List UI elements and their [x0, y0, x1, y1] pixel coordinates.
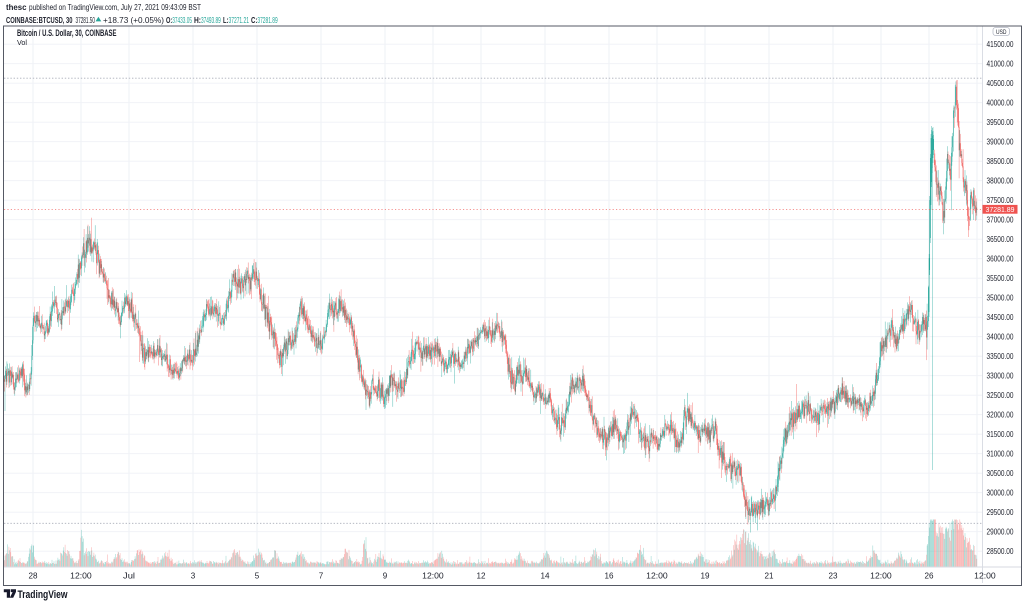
svg-text:12: 12: [477, 571, 487, 580]
svg-text:31500.00: 31500.00: [987, 430, 1014, 439]
svg-text:33000.00: 33000.00: [987, 372, 1014, 381]
svg-text:Jul: Jul: [123, 571, 135, 580]
svg-text:14: 14: [541, 571, 551, 580]
svg-text:L:: L:: [223, 15, 229, 25]
svg-text:37500.00: 37500.00: [987, 196, 1014, 205]
svg-text:38500.00: 38500.00: [987, 157, 1014, 166]
svg-text:12:00: 12:00: [70, 571, 92, 580]
svg-text:30000.00: 30000.00: [987, 489, 1014, 498]
svg-text:38000.00: 38000.00: [987, 177, 1014, 186]
svg-text:O:: O:: [166, 15, 172, 25]
svg-text:3: 3: [191, 571, 196, 580]
svg-text:16: 16: [605, 571, 615, 580]
svg-text:41000.00: 41000.00: [987, 60, 1014, 69]
svg-text:TradingView: TradingView: [18, 589, 69, 601]
svg-text:12:00: 12:00: [646, 571, 668, 580]
svg-text:37493.89: 37493.89: [201, 15, 221, 25]
svg-text:12:00: 12:00: [870, 571, 892, 580]
svg-text:28500.00: 28500.00: [987, 547, 1014, 556]
svg-text:+18.73 (+0.05%): +18.73 (+0.05%): [103, 15, 164, 25]
svg-text:USD: USD: [996, 29, 1007, 36]
svg-text:41500.00: 41500.00: [987, 40, 1014, 49]
svg-text:39500.00: 39500.00: [987, 118, 1014, 127]
svg-text:37281.50: 37281.50: [76, 15, 96, 25]
svg-text:C:: C:: [251, 15, 257, 25]
svg-text:37271.21: 37271.21: [229, 15, 250, 25]
svg-text:30500.00: 30500.00: [987, 469, 1014, 478]
svg-text:35000.00: 35000.00: [987, 294, 1014, 303]
svg-text:39000.00: 39000.00: [987, 138, 1014, 147]
svg-text:7: 7: [319, 571, 324, 580]
svg-text:33500.00: 33500.00: [987, 352, 1014, 361]
svg-text:12:00: 12:00: [422, 571, 444, 580]
svg-text:37281.89: 37281.89: [257, 15, 277, 25]
svg-text:28: 28: [29, 571, 39, 580]
svg-text:Vol: Vol: [17, 38, 27, 47]
svg-text:29000.00: 29000.00: [987, 528, 1014, 537]
svg-text:37433.05: 37433.05: [172, 15, 192, 25]
svg-text:19: 19: [701, 571, 711, 580]
svg-text:Bitcoin / U.S. Dollar, 30, COI: Bitcoin / U.S. Dollar, 30, COINBASE: [17, 28, 117, 38]
svg-text:26: 26: [925, 571, 935, 580]
svg-text:COINBASE:BTCUSD, 30: COINBASE:BTCUSD, 30: [6, 15, 73, 25]
svg-text:40500.00: 40500.00: [987, 79, 1014, 88]
svg-text:12:00: 12:00: [974, 571, 996, 580]
svg-text:36500.00: 36500.00: [987, 235, 1014, 244]
svg-text:5: 5: [255, 571, 260, 580]
svg-text:23: 23: [829, 571, 839, 580]
svg-text:21: 21: [765, 571, 775, 580]
svg-text:H:: H:: [194, 15, 201, 25]
svg-text:40000.00: 40000.00: [987, 99, 1014, 108]
svg-text:thesc: thesc: [6, 2, 27, 12]
svg-text:35500.00: 35500.00: [987, 274, 1014, 283]
svg-text:36000.00: 36000.00: [987, 255, 1014, 264]
svg-text:29500.00: 29500.00: [987, 508, 1014, 517]
svg-text:published on TradingView.com,: published on TradingView.com, July 27, 2…: [29, 2, 202, 12]
svg-text:34000.00: 34000.00: [987, 333, 1014, 342]
svg-text:32000.00: 32000.00: [987, 411, 1014, 420]
svg-text:31000.00: 31000.00: [987, 450, 1014, 459]
svg-text:37281.89: 37281.89: [986, 205, 1015, 214]
svg-text:37000.00: 37000.00: [987, 216, 1014, 225]
svg-text:9: 9: [383, 571, 388, 580]
svg-text:32500.00: 32500.00: [987, 391, 1014, 400]
svg-text:34500.00: 34500.00: [987, 313, 1014, 322]
